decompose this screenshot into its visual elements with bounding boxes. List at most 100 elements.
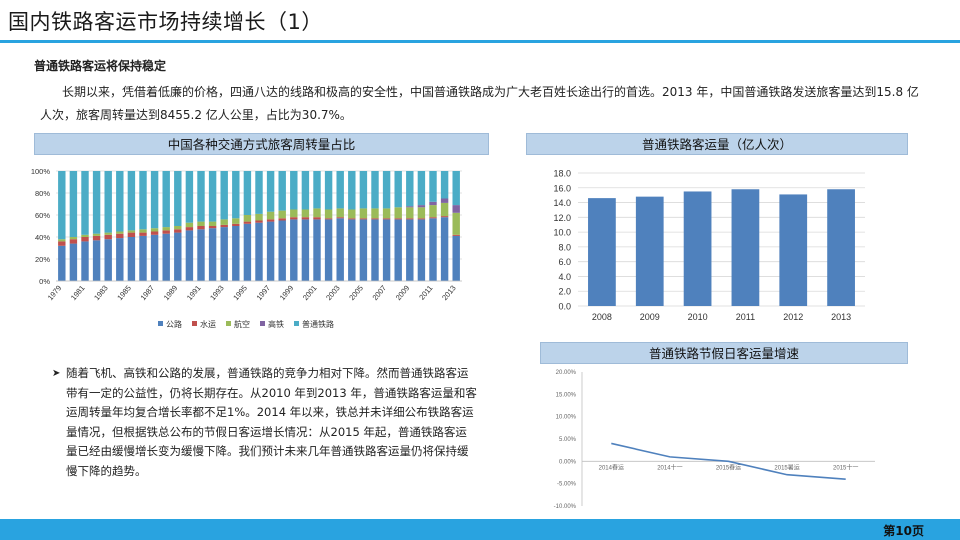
legend-swatch xyxy=(192,321,197,326)
bar xyxy=(731,189,760,306)
x-tick-label: 1995 xyxy=(231,284,249,303)
bar-segment xyxy=(197,171,205,222)
bar-segment xyxy=(58,245,66,281)
bar-segment xyxy=(92,171,101,234)
x-tick-label: 2015十一 xyxy=(833,463,858,471)
title-underline xyxy=(0,40,960,43)
x-tick-label: 1991 xyxy=(185,284,203,303)
x-tick-label: 2011 xyxy=(417,284,434,302)
bar-segment xyxy=(336,217,344,219)
x-tick-label: 1997 xyxy=(255,284,273,303)
bar-segment xyxy=(220,171,228,220)
bar-segment xyxy=(232,226,240,281)
arrow-bullet-icon: ➤ xyxy=(52,368,61,379)
bar-segment xyxy=(278,210,286,219)
bar-segment xyxy=(255,213,263,221)
bar-segment xyxy=(278,171,286,211)
bar-segment xyxy=(232,171,240,219)
bar-segment xyxy=(104,232,112,235)
y-tick-label: 40% xyxy=(35,233,50,242)
bar-segment xyxy=(174,171,182,226)
x-tick-label: 2009 xyxy=(640,312,660,322)
bar-segment xyxy=(220,227,228,281)
bar-segment xyxy=(162,171,170,228)
x-tick-label: 1999 xyxy=(278,284,296,303)
bar-segment xyxy=(359,219,368,281)
chart2-header: 普通铁路客运量（亿人次） xyxy=(526,133,908,155)
bar-segment xyxy=(417,171,426,206)
bar xyxy=(683,191,712,306)
analysis-text: 随着飞机、高铁和公路的发展，普通铁路的竞争力相对下降。然而普通铁路客运带有一定的… xyxy=(66,366,477,478)
x-tick-label: 1993 xyxy=(208,284,226,303)
bar-segment xyxy=(266,219,275,222)
y-tick-label: 8.0 xyxy=(558,242,571,252)
bar-segment xyxy=(406,171,414,207)
bar-segment xyxy=(313,217,321,220)
bar-segment xyxy=(104,234,112,240)
bar-segment xyxy=(429,217,437,219)
bar-segment xyxy=(197,229,205,281)
x-tick-label: 2001 xyxy=(301,284,319,303)
footer-bar xyxy=(0,519,960,540)
bar-segment xyxy=(290,171,298,210)
bar-segment xyxy=(162,230,170,234)
bar-segment xyxy=(440,171,449,199)
bar-segment xyxy=(382,218,391,220)
bar-segment xyxy=(69,243,78,281)
bar-segment xyxy=(406,219,414,281)
y-tick-label: 16.0 xyxy=(553,183,571,193)
bar-segment xyxy=(220,224,228,228)
bar-segment xyxy=(266,221,275,281)
chart1-header: 中国各种交通方式旅客周转量占比 xyxy=(34,133,489,155)
y-tick-label: 20% xyxy=(35,255,50,264)
x-tick-label: 2013 xyxy=(831,312,851,322)
growth-line xyxy=(611,442,846,480)
bar-segment xyxy=(301,217,310,220)
bar-segment xyxy=(185,222,194,228)
bar-segment xyxy=(162,227,170,231)
bar-segment xyxy=(255,222,263,281)
bar-segment xyxy=(371,208,379,219)
bar-segment xyxy=(58,239,66,242)
legend-label: 水运 xyxy=(200,319,216,329)
bar-segment xyxy=(313,219,321,281)
bar-segment xyxy=(243,215,252,222)
bar-segment xyxy=(185,230,194,281)
bar-segment xyxy=(348,171,356,210)
bar-segment xyxy=(81,241,89,281)
x-tick-label: 2012 xyxy=(783,312,803,322)
chart3-header: 普通铁路节假日客运量增速 xyxy=(540,342,908,364)
legend-swatch xyxy=(260,321,265,326)
bar-segment xyxy=(429,205,437,218)
bar-segment xyxy=(452,171,460,206)
bar-segment xyxy=(290,217,298,220)
bar-segment xyxy=(127,230,136,233)
bar-segment xyxy=(81,237,89,242)
y-tick-label: 12.0 xyxy=(553,213,571,223)
y-tick-label: 10.00% xyxy=(556,415,577,421)
bar-segment xyxy=(336,171,344,209)
bar-segment xyxy=(127,171,136,231)
x-tick-label: 2003 xyxy=(324,284,342,303)
bar-segment xyxy=(290,219,298,281)
bar-segment xyxy=(116,171,124,232)
bar-segment xyxy=(139,171,147,230)
bar-segment xyxy=(348,218,356,220)
bar-segment xyxy=(116,231,124,234)
bar-segment xyxy=(382,208,391,219)
bar-segment xyxy=(197,221,205,226)
bar-segment xyxy=(116,233,124,239)
bar-segment xyxy=(452,205,460,213)
bar-segment xyxy=(92,235,101,241)
x-tick-label: 2009 xyxy=(394,284,412,303)
bar-segment xyxy=(406,206,414,208)
bar-segment xyxy=(174,229,182,233)
legend-swatch xyxy=(226,321,231,326)
bar-segment xyxy=(359,218,368,220)
bar-segment xyxy=(150,231,159,235)
bar-segment xyxy=(394,218,402,220)
bar-segment xyxy=(104,171,112,233)
analysis-bullet: ➤ 随着飞机、高铁和公路的发展，普通铁路的竞争力相对下降。然而普通铁路客运带有一… xyxy=(52,364,478,481)
y-tick-label: 20.00% xyxy=(556,370,577,376)
y-tick-label: 100% xyxy=(31,167,51,176)
